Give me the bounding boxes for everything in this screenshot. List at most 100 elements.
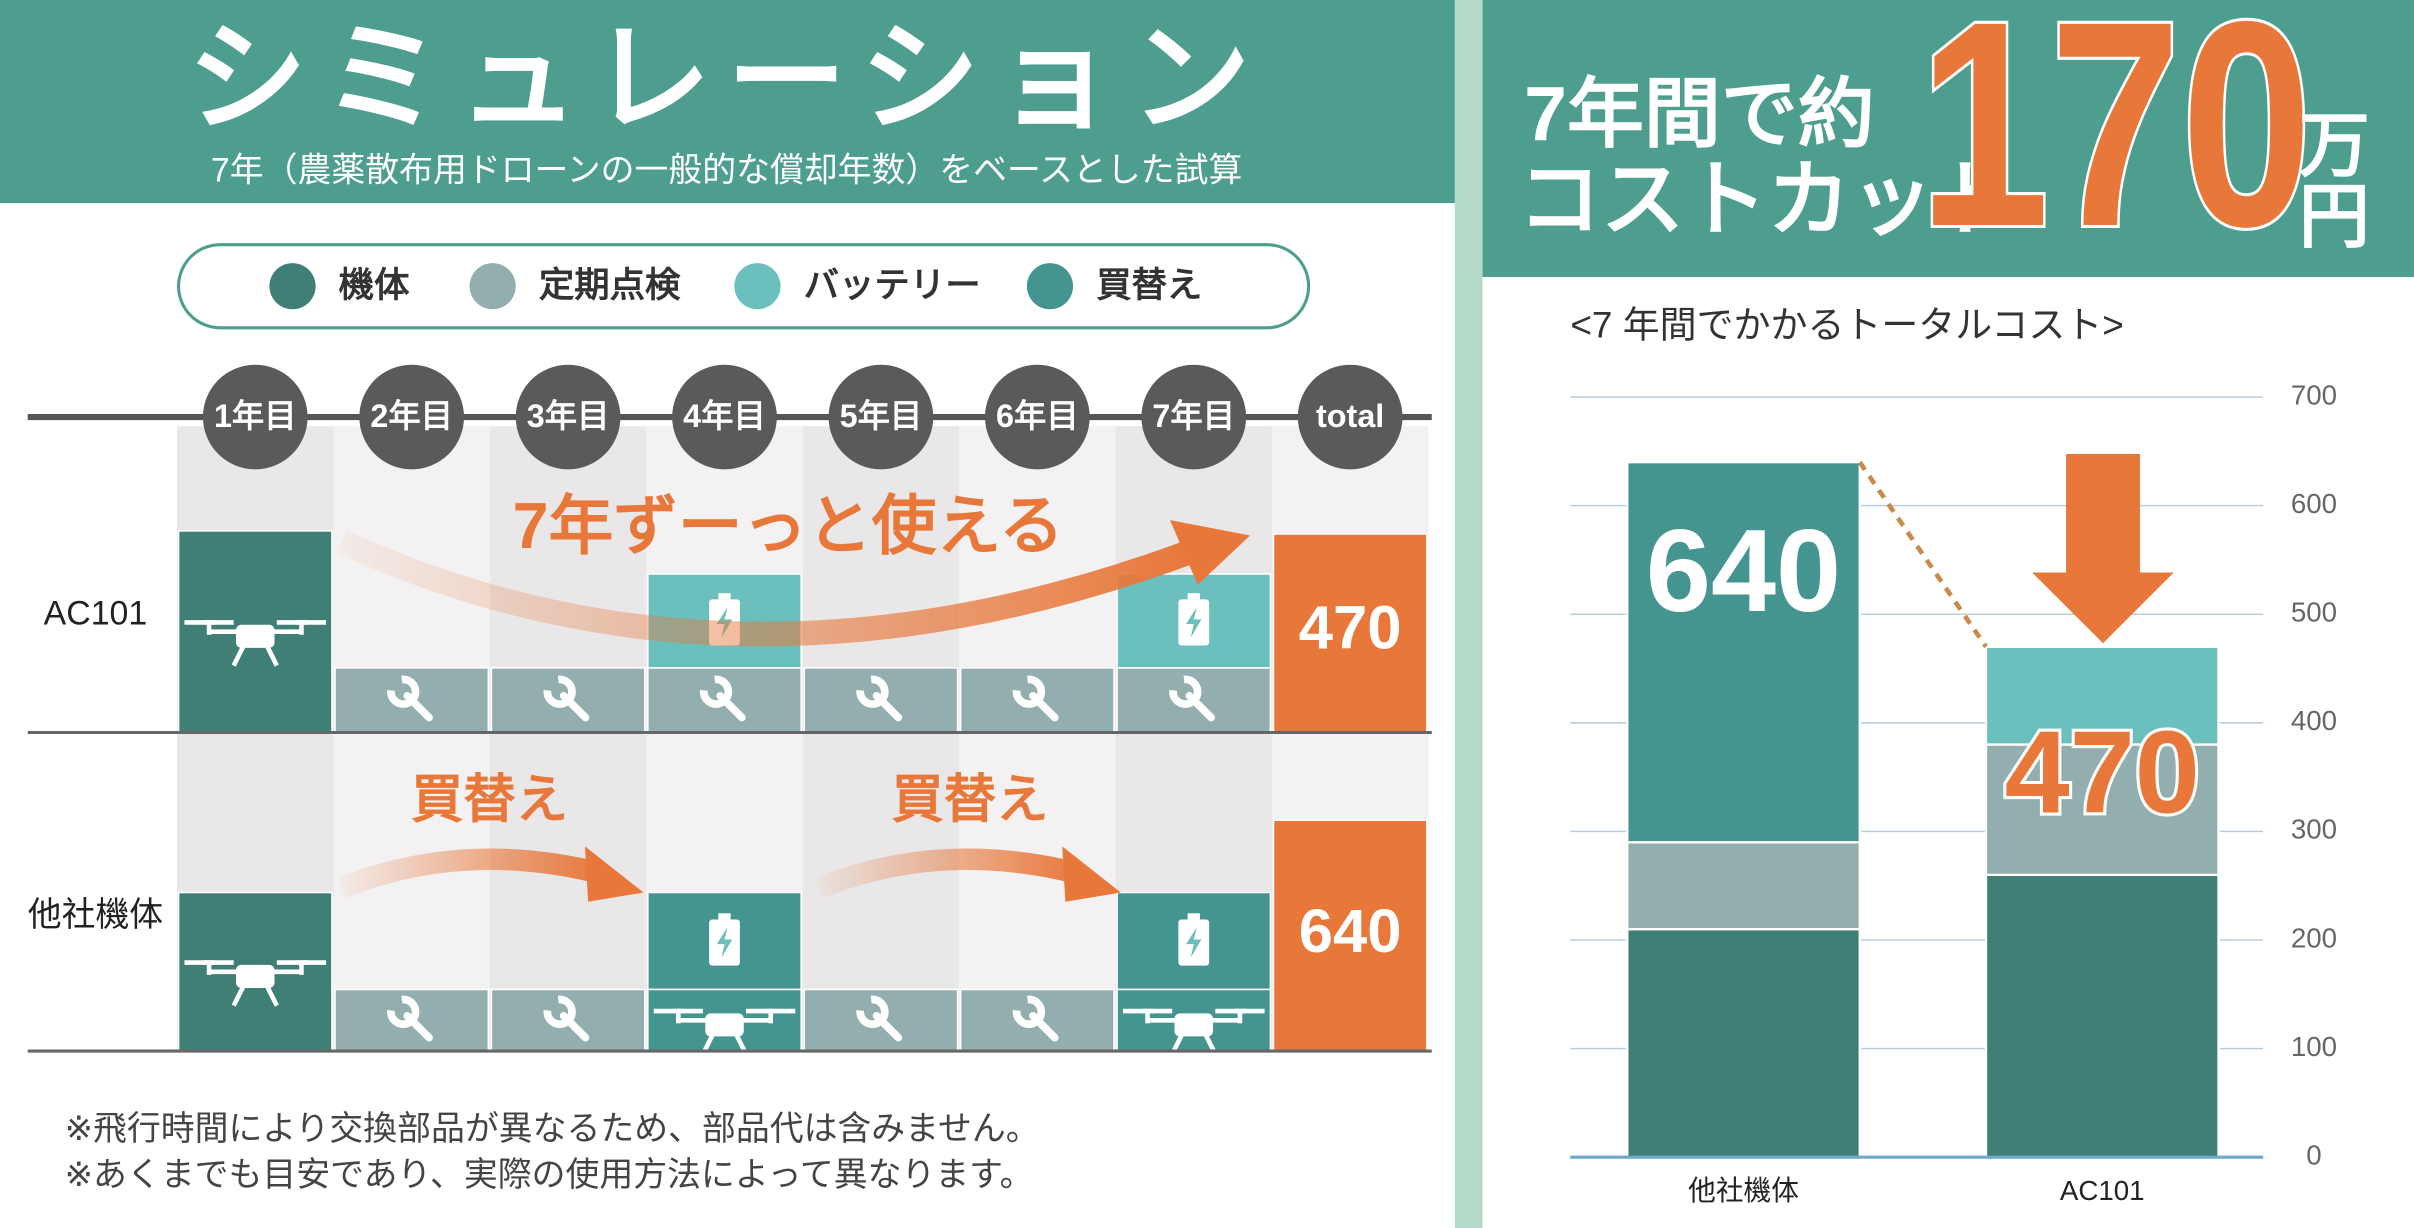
year-label: 5年目 xyxy=(840,398,923,434)
wrench-head xyxy=(387,675,420,708)
drone-icon xyxy=(653,1008,796,1056)
wrench-head xyxy=(387,995,420,1028)
column-bg xyxy=(333,426,490,1052)
subtitle: 7年（農薬散布用ドローンの一般的な償却年数）をベースとした試算 xyxy=(211,151,1242,189)
year-label: 7年目 xyxy=(1152,398,1235,434)
annotation: 買替え xyxy=(891,771,1048,829)
wrench-head xyxy=(543,675,576,708)
x-tick-label: AC101 xyxy=(2060,1175,2145,1206)
battery-cap xyxy=(718,593,731,600)
note: ※飛行時間により交換部品が異なるため、部品代は含みません。 xyxy=(65,1110,1040,1148)
y-tick-label: 200 xyxy=(2291,922,2337,953)
battery-icon xyxy=(1178,913,1210,966)
wrench-icon xyxy=(1012,675,1059,722)
wrench-head xyxy=(699,675,733,708)
battery-bolt xyxy=(716,927,733,958)
arrow-curve xyxy=(815,848,1084,898)
arrow-head xyxy=(1170,520,1251,585)
y-tick-label: 500 xyxy=(2291,597,2337,628)
arrow-curve xyxy=(336,530,1206,647)
bar-total: 640 xyxy=(1646,505,1841,636)
wrench-head xyxy=(543,995,576,1028)
wrench-icon xyxy=(543,995,590,1042)
legend-label: 買替え xyxy=(1096,265,1202,305)
year-label: 2年目 xyxy=(370,398,453,434)
y-tick-label: 600 xyxy=(2291,488,2337,519)
bar-segment xyxy=(1984,743,2220,877)
year-badge xyxy=(359,364,465,470)
y-tick-label: 0 xyxy=(2306,1140,2321,1171)
year-label: total xyxy=(1316,398,1384,434)
drone-body xyxy=(1174,1013,1214,1037)
title: シミュレーション xyxy=(187,11,1266,145)
row-total: 640 xyxy=(1299,897,1402,966)
x-tick-label: 他社機体 xyxy=(1688,1175,1799,1206)
wrench-head xyxy=(856,995,889,1028)
drone-icon xyxy=(184,620,327,667)
year-label: 4年目 xyxy=(683,398,766,434)
legend-dot xyxy=(469,263,516,310)
bar-segment xyxy=(1626,928,1861,1159)
bar-segment xyxy=(1626,461,1861,844)
left-header xyxy=(0,0,1455,204)
wrench-icon xyxy=(543,675,590,722)
cell xyxy=(1272,819,1428,1052)
headline-unit: 万円 xyxy=(2288,108,2369,250)
wrench-icon xyxy=(699,675,746,722)
headline-line2: コストカット xyxy=(1518,153,2017,246)
year-badge xyxy=(515,364,621,470)
bar-segment xyxy=(1984,645,2220,746)
year-badge xyxy=(1141,364,1247,470)
row-label: 他社機体 xyxy=(28,896,163,934)
right-header xyxy=(1482,0,2414,277)
legend-label: 機体 xyxy=(339,265,410,305)
year-label: 6年目 xyxy=(996,398,1079,434)
drone-body xyxy=(705,1013,744,1037)
headline-line1: 7年間で約 xyxy=(1524,71,1875,157)
year-badge xyxy=(984,364,1090,470)
bar-total: 470 xyxy=(2005,707,2200,838)
arrow-curve xyxy=(337,848,607,898)
battery-icon xyxy=(709,913,740,966)
battery-bolt xyxy=(1186,927,1202,958)
cell xyxy=(1272,533,1428,734)
divider xyxy=(1454,0,1483,1228)
legend-dot xyxy=(734,263,781,310)
column-bg xyxy=(802,426,960,1052)
drone-legs xyxy=(231,986,279,1007)
drone-legs xyxy=(231,646,279,667)
wrench-icon xyxy=(387,675,433,722)
arrow-head xyxy=(585,846,644,902)
wrench-head xyxy=(1169,675,1202,708)
wrench-icon xyxy=(387,995,433,1042)
drone-icon xyxy=(184,960,327,1007)
y-tick-label: 700 xyxy=(2291,379,2337,410)
y-tick-label: 100 xyxy=(2291,1031,2337,1062)
year-badge xyxy=(672,364,777,470)
wrench-icon xyxy=(1012,995,1059,1042)
year-label: 1年目 xyxy=(214,398,297,434)
wrench-icon xyxy=(856,675,903,722)
connector xyxy=(1857,460,1988,649)
legend-dot xyxy=(1026,263,1074,310)
year-badge xyxy=(828,364,934,470)
down-arrow xyxy=(2032,453,2174,644)
drone-body xyxy=(236,964,275,988)
legend-dot xyxy=(269,263,316,310)
drone-body xyxy=(236,624,275,648)
y-tick-label: 400 xyxy=(2291,705,2337,736)
headline-amount: 170 xyxy=(1918,0,2312,287)
bar-segment xyxy=(1626,841,1861,931)
wrench-head xyxy=(1012,995,1046,1028)
column-bg xyxy=(959,426,1116,1052)
wrench-head xyxy=(856,675,889,708)
battery-icon xyxy=(1178,593,1210,646)
wrench-icon xyxy=(1169,675,1216,722)
column-bg xyxy=(489,426,647,1052)
row-total: 470 xyxy=(1299,594,1402,663)
year-badge xyxy=(1297,364,1403,470)
arrow-head xyxy=(1062,846,1121,902)
wrench-icon xyxy=(856,995,903,1042)
row-label: AC101 xyxy=(44,594,148,632)
